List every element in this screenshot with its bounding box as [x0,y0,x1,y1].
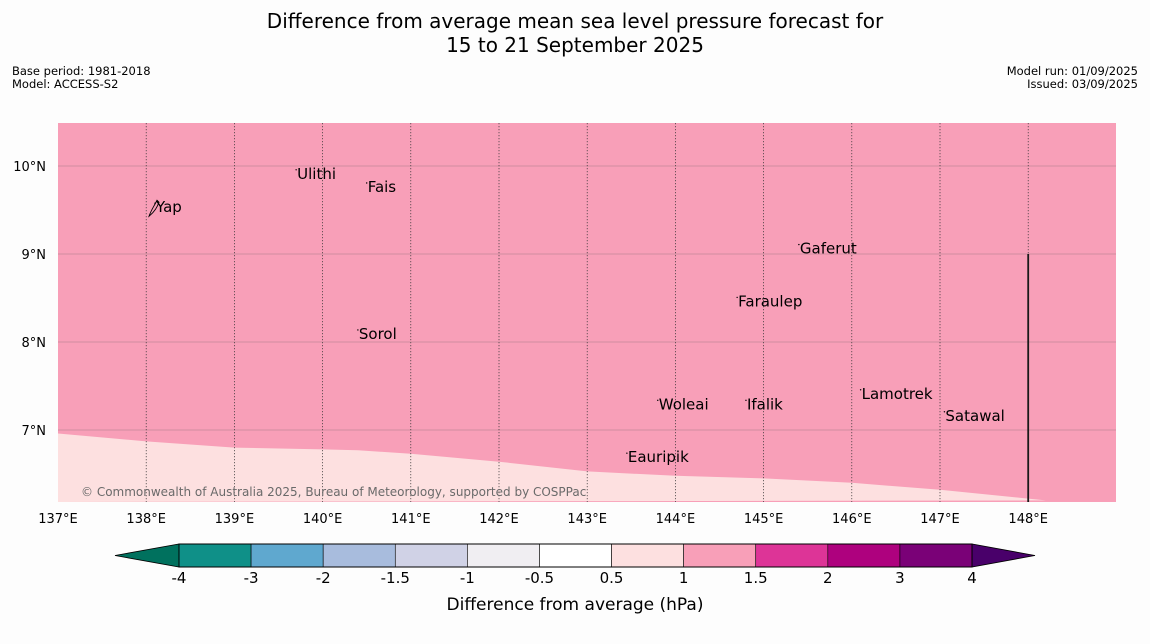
issued-date: Issued: 03/09/2025 [1027,77,1138,91]
place-marker [366,182,368,184]
place-marker [798,243,800,246]
lat-tick-label: 10°N [13,160,46,175]
lon-tick-label: 147°E [920,512,960,527]
place-marker [357,329,359,331]
place-label-woleai: Woleai [659,395,709,413]
colorbar-tick-label: -0.5 [525,569,554,587]
colorbar-tick-label: 4 [967,569,977,587]
base-period: Base period: 1981-2018 [12,64,151,78]
lon-tick-label: 141°E [391,512,431,527]
meta-right: Model run: 01/09/2025 Issued: 03/09/2025 [1007,65,1138,91]
place-label-ulithi: Ulithi [297,165,336,183]
title-line-2: 15 to 21 September 2025 [446,33,704,57]
colorbar-segment [611,543,684,568]
lat-tick-label: 8°N [22,336,47,351]
place-marker [626,452,628,454]
place-marker [295,169,297,171]
place-label-sorol: Sorol [359,325,397,343]
lon-tick-label: 144°E [656,512,696,527]
map-axes: 10°N 9°N 8°N 7°N 137°E 138°E 139°E 140°E 141°E 14… [13,160,1048,527]
colorbar-tick-label: 1 [679,569,689,587]
colorbar-segment [755,543,829,568]
colorbar-segment [827,543,901,568]
colorbar-segment [322,543,396,568]
colorbar-tick-label: 0.5 [600,569,624,587]
colorbar-segment [539,543,612,568]
place-label-eauripik: Eauripik [628,448,689,466]
colorbar-extend-low [114,543,180,568]
lon-tick-label: 137°E [38,512,78,527]
colorbar-label: Difference from average (hPa) [447,595,704,615]
place-label-satawal: Satawal [945,407,1004,425]
lon-tick-label: 142°E [479,512,519,527]
place-label-ifalik: Ifalik [747,395,783,413]
map-title: Difference from average mean sea level p… [0,9,1150,57]
copyright-notice: © Commonwealth of Australia 2025, Bureau… [81,485,586,499]
place-label-fais: Fais [368,178,397,196]
lon-tick-label: 143°E [567,512,607,527]
title-line-1: Difference from average mean sea level p… [266,9,884,33]
colorbar-tick-label: -2 [316,569,331,587]
place-marker [154,202,156,204]
place-marker [745,399,747,402]
colorbar-segment [467,543,540,568]
colorbar-tick-label: -3 [244,569,259,587]
colorbar-tick-label: 1.5 [744,569,768,587]
model-run: Model run: 01/09/2025 [1006,64,1138,78]
yap-island-outline [148,199,160,218]
map-plot-area [58,123,1116,502]
lon-tick-label: 145°E [744,512,784,527]
colorbar: -4 -3 -2 -1.5 -1 -0.5 0.5 1 1.5 2 3 4 [114,543,1036,587]
place-marker [943,411,946,413]
pressure-field-0-5-to-1 [58,433,1046,502]
colorbar-tick-label: -4 [172,569,187,587]
place-marker [657,399,659,402]
colorbar-segment [899,543,973,568]
colorbar-segment [683,543,757,568]
colorbar-segment [178,543,252,568]
lat-tick-label: 9°N [22,248,47,263]
colorbar-tick-label: 3 [895,569,905,587]
lon-tick-label: 139°E [215,512,255,527]
colorbar-segment [250,543,324,568]
colorbar-tick-label: -1 [460,569,475,587]
place-label-yap: Yap [155,198,182,216]
colorbar-tick-label: 2 [823,569,833,587]
lat-tick-label: 7°N [22,424,47,439]
lon-tick-label: 140°E [303,512,343,527]
place-label-lamotrek: Lamotrek [862,385,933,403]
place-labels: Yap Ulithi Fais Gaferut Faraulep Sorol Lamotre… [154,165,1005,466]
place-marker [859,389,862,391]
colorbar-extend-high [971,543,1036,568]
colorbar-segment [394,543,468,568]
lon-tick-label: 138°E [126,512,166,527]
meta-left: Base period: 1981-2018 Model: ACCESS-S2 [12,65,151,91]
lon-tick-label: 148°E [1008,512,1048,527]
place-marker [736,296,738,299]
place-label-gaferut: Gaferut [800,240,857,258]
colorbar-frame [178,543,973,568]
model-name: Model: ACCESS-S2 [12,77,119,91]
lon-tick-label: 146°E [832,512,872,527]
colorbar-tick-label: -1.5 [381,569,410,587]
place-label-faraulep: Faraulep [738,292,802,310]
